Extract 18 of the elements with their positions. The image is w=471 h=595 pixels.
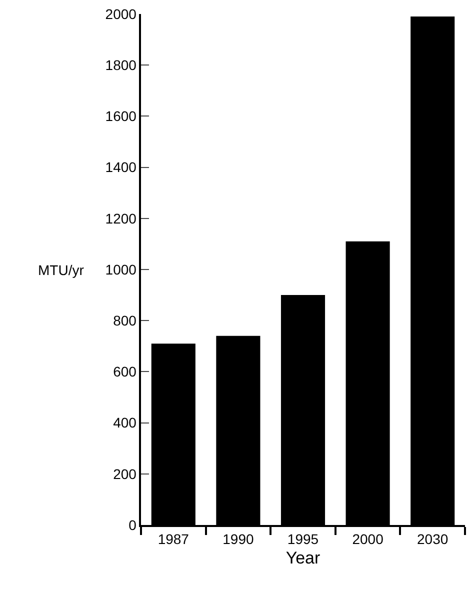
y-tick-label: 800 bbox=[113, 312, 137, 328]
y-tick-label: 1800 bbox=[105, 57, 137, 73]
y-tick-label: 200 bbox=[113, 466, 137, 482]
x-axis-title: Year bbox=[286, 548, 321, 568]
y-tick-label: 1400 bbox=[105, 159, 137, 176]
y-tick-label: 600 bbox=[113, 364, 137, 380]
y-axis-title: MTU/yr bbox=[38, 262, 84, 278]
x-tick-label: 1990 bbox=[222, 530, 254, 547]
x-tick-label: 2030 bbox=[417, 530, 448, 547]
y-tick-label: 0 bbox=[128, 516, 137, 533]
x-tick-label: 2000 bbox=[352, 530, 384, 547]
y-tick-label: 400 bbox=[113, 414, 137, 431]
y-tick-label: 2000 bbox=[105, 6, 137, 22]
y-tick-label: 1000 bbox=[105, 261, 137, 278]
x-tick-label: 1995 bbox=[287, 530, 319, 547]
x-tick-label: 1987 bbox=[158, 530, 190, 547]
y-tick-label: 1600 bbox=[105, 108, 137, 124]
y-tick-label: 1200 bbox=[105, 210, 137, 226]
